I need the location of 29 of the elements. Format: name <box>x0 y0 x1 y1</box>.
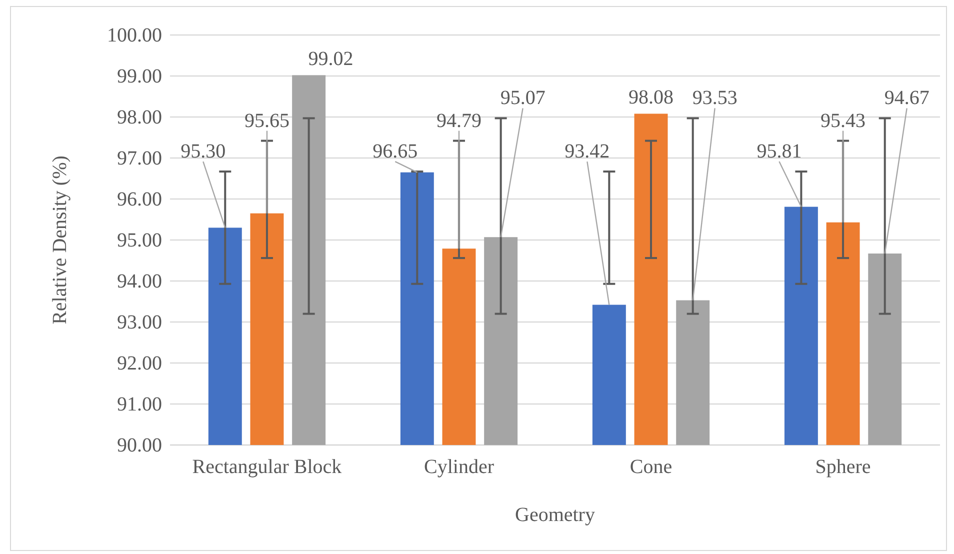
y-tick-label: 95.00 <box>117 229 162 252</box>
data-label: 94.79 <box>436 110 482 132</box>
y-tick-label: 96.00 <box>117 188 162 210</box>
data-label: 93.42 <box>564 140 610 163</box>
data-label: 94.67 <box>884 87 930 110</box>
data-label: 95.43 <box>820 110 866 132</box>
data-label: 95.81 <box>756 140 802 163</box>
y-tick-label: 97.00 <box>117 147 162 170</box>
y-tick-label: 100.00 <box>107 24 162 46</box>
data-label: 95.07 <box>500 87 546 110</box>
x-tick-label: Rectangular Block <box>192 456 342 478</box>
y-tick-label: 98.00 <box>117 106 162 128</box>
y-tick-label: 90.00 <box>117 434 162 456</box>
y-tick-label: 93.00 <box>117 311 162 334</box>
data-label: 95.65 <box>244 110 290 132</box>
data-label: 93.53 <box>692 87 738 110</box>
y-tick-label: 91.00 <box>117 393 162 416</box>
x-axis-title: Geometry <box>515 504 595 526</box>
y-tick-label: 94.00 <box>117 270 162 292</box>
y-axis-title: Relative Density (%) <box>49 156 71 324</box>
data-label: 98.08 <box>628 86 674 109</box>
data-label: 99.02 <box>308 48 354 70</box>
y-tick-label: 92.00 <box>117 352 162 374</box>
x-tick-label: Cylinder <box>424 456 494 478</box>
data-label: 96.65 <box>372 140 418 163</box>
y-tick-label: 99.00 <box>117 65 162 88</box>
x-tick-label: Cone <box>630 456 672 478</box>
x-tick-label: Sphere <box>815 456 871 478</box>
data-label: 95.30 <box>180 140 226 163</box>
